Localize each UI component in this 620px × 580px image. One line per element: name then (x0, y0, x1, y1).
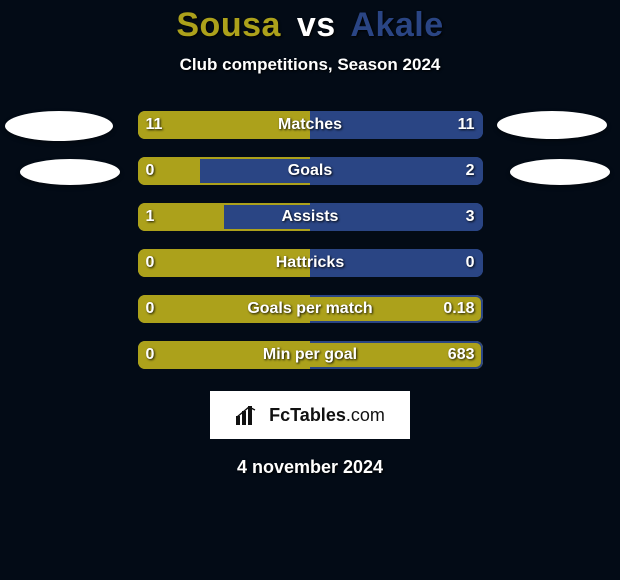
player1-name: Sousa (176, 6, 281, 44)
stat-row: 00.18Goals per match (138, 295, 483, 323)
player2-photo-placeholder-bottom (510, 159, 610, 185)
stat-value-left: 0 (138, 157, 163, 185)
subtitle: Club competitions, Season 2024 (0, 55, 620, 75)
stat-value-left: 0 (138, 295, 163, 323)
vs-label: vs (297, 6, 336, 44)
stat-value-right: 11 (450, 111, 483, 139)
stat-fill-left (138, 341, 483, 369)
player2-photo-placeholder-top (497, 111, 607, 139)
stat-fill-right (224, 203, 483, 231)
logo-domain: .com (346, 405, 385, 425)
stat-row: 02Goals (138, 157, 483, 185)
bars-icon (235, 404, 263, 426)
stat-value-left: 0 (138, 249, 163, 277)
stat-row: 1111Matches (138, 111, 483, 139)
stat-row: 13Assists (138, 203, 483, 231)
stat-value-right: 683 (440, 341, 483, 369)
stat-rows: 1111Matches02Goals13Assists00Hattricks00… (138, 111, 483, 369)
stat-value-left: 0 (138, 341, 163, 369)
player1-photo-placeholder-bottom (20, 159, 120, 185)
stat-fill-right (200, 157, 483, 185)
date-label: 4 november 2024 (0, 457, 620, 478)
comparison-title: Sousa vs Akale (0, 0, 620, 45)
comparison-stage: 1111Matches02Goals13Assists00Hattricks00… (0, 111, 620, 369)
stat-value-right: 3 (458, 203, 483, 231)
stat-value-right: 0 (458, 249, 483, 277)
stat-fill-left (138, 295, 483, 323)
stat-value-right: 0.18 (435, 295, 482, 323)
stat-row: 00Hattricks (138, 249, 483, 277)
stat-fill-left (138, 249, 311, 277)
stat-row: 0683Min per goal (138, 341, 483, 369)
player1-photo-placeholder-top (5, 111, 113, 141)
logo-text: FcTables.com (269, 405, 385, 426)
player2-name: Akale (350, 6, 443, 44)
stat-value-right: 2 (458, 157, 483, 185)
fctables-logo: FcTables.com (210, 391, 410, 439)
logo-brand: FcTables (269, 405, 346, 425)
stat-value-left: 11 (138, 111, 171, 139)
stat-value-left: 1 (138, 203, 163, 231)
